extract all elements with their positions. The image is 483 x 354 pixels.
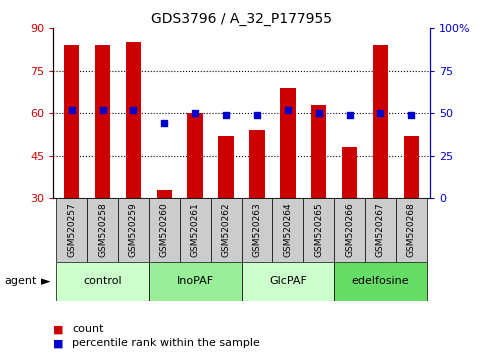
Bar [156,190,172,198]
Point [68,107,75,113]
Bar [396,198,427,262]
Bar [242,198,272,262]
Point [160,121,168,126]
Bar [404,136,419,198]
Text: GSM520258: GSM520258 [98,203,107,257]
Text: ■: ■ [53,338,64,348]
Text: ■: ■ [53,324,64,334]
Bar [311,105,327,198]
Point [253,112,261,118]
Point [408,112,415,118]
Text: agent: agent [5,276,37,286]
Text: GSM520264: GSM520264 [284,203,292,257]
Bar [280,88,296,198]
Point [346,112,354,118]
Bar [118,198,149,262]
Bar [95,45,110,198]
Bar [211,198,242,262]
Bar [64,45,79,198]
Text: GSM520266: GSM520266 [345,203,354,257]
Text: GSM520268: GSM520268 [407,203,416,257]
Bar [373,45,388,198]
Point [129,107,137,113]
Point [284,107,292,113]
Point [315,110,323,116]
Title: GDS3796 / A_32_P177955: GDS3796 / A_32_P177955 [151,12,332,26]
Bar [334,198,365,262]
Bar [334,262,427,301]
Text: GSM520259: GSM520259 [129,203,138,257]
Text: GSM520263: GSM520263 [253,203,261,257]
Bar [149,198,180,262]
Text: control: control [83,276,122,286]
Text: GSM520260: GSM520260 [160,203,169,257]
Point [222,112,230,118]
Bar [365,198,396,262]
Point [377,110,384,116]
Point [99,107,106,113]
Bar [87,198,118,262]
Bar [180,198,211,262]
Text: GlcPAF: GlcPAF [269,276,307,286]
Text: GSM520257: GSM520257 [67,203,76,257]
Bar [303,198,334,262]
Bar [342,147,357,198]
Text: edelfosine: edelfosine [352,276,409,286]
Bar [272,198,303,262]
Text: GSM520261: GSM520261 [191,203,199,257]
Bar [218,136,234,198]
Bar [126,42,141,198]
Text: percentile rank within the sample: percentile rank within the sample [72,338,260,348]
Text: GSM520265: GSM520265 [314,203,323,257]
Text: GSM520267: GSM520267 [376,203,385,257]
Text: ►: ► [41,275,51,288]
Point [191,110,199,116]
Text: InoPAF: InoPAF [177,276,214,286]
Bar [56,198,87,262]
Bar [56,262,149,301]
Text: count: count [72,324,104,334]
Bar [249,130,265,198]
Text: GSM520262: GSM520262 [222,203,230,257]
Bar [149,262,242,301]
Bar [242,262,334,301]
Bar [187,113,203,198]
